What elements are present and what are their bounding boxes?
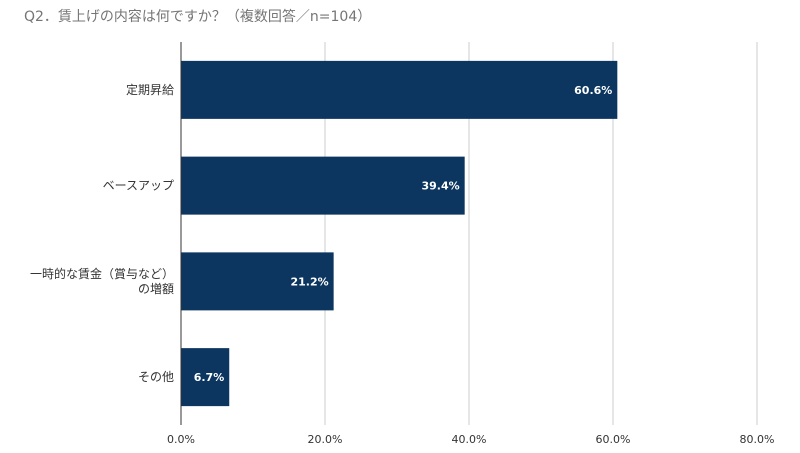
bar-3: [181, 348, 230, 407]
category-label-2-line-0: 一時的な賃金（賞与など）: [30, 266, 174, 281]
data-label-2: 21.2%: [290, 275, 328, 288]
category-label-1: ベースアップ: [103, 179, 174, 193]
x-tick-label-1: 20.0%: [308, 433, 343, 446]
bars: [181, 60, 618, 407]
x-tick-label-2: 40.0%: [452, 433, 487, 446]
data-label-3: 6.7%: [194, 371, 225, 384]
bar-2: [181, 252, 334, 311]
chart-title: Q2．賃上げの内容は何ですか？（複数回答／n=104）: [24, 9, 372, 25]
category-label-0: 定期昇給: [126, 82, 174, 97]
labels: 0.0% 20.0% 40.0% 60.0% 80.0% 60.6% 定期昇給 39.4% ベー…: [30, 82, 774, 446]
x-tick-label-3: 60.0%: [596, 433, 631, 446]
bar-1: [181, 156, 465, 215]
bar-0: [181, 60, 618, 119]
data-label-0: 60.6%: [574, 84, 612, 97]
category-label-2-line-1: の増額: [138, 282, 174, 296]
category-label-3: その他: [138, 370, 174, 384]
x-tick-label-4: 80.0%: [740, 433, 775, 446]
data-label-1: 39.4%: [422, 180, 460, 193]
x-tick-label-0: 0.0%: [167, 433, 195, 446]
